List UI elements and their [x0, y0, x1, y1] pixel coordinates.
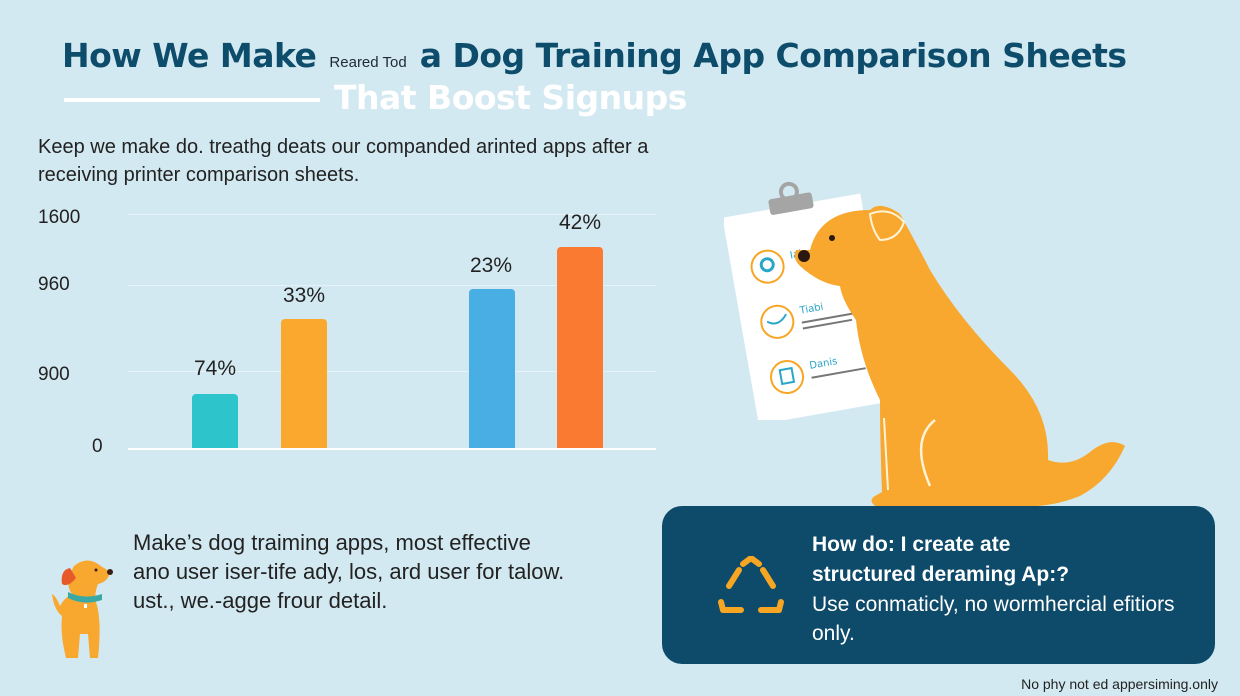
y-tick-label: 0	[92, 436, 103, 457]
grid-line	[128, 214, 656, 215]
y-tick-label: 900	[38, 364, 70, 385]
small-dog-icon	[52, 560, 113, 658]
clipboard-item: Tiabi	[798, 302, 824, 317]
bar-2	[281, 319, 327, 448]
sitting-dog-illustration	[794, 205, 1125, 509]
grid-line	[128, 371, 656, 372]
warning-triangle-icon	[718, 556, 784, 613]
intro-text: Keep we make do. treathg deats our compa…	[38, 136, 649, 186]
clipboard-item: Danis	[809, 356, 839, 372]
title-small-text: Reared Tod	[329, 54, 407, 71]
x-axis-baseline	[128, 448, 656, 450]
page-subtitle: That Boost Signups	[334, 78, 687, 117]
y-tick-label: 1600	[38, 207, 81, 228]
y-tick-label: 960	[38, 274, 70, 295]
bar-label: 42%	[558, 211, 602, 234]
title-part-2: a Dog Training App Comparison Sheets	[419, 36, 1127, 75]
bar-3	[469, 289, 515, 448]
bar-label: 33%	[282, 284, 326, 307]
faq-question: How do: I create ate structured deraming…	[812, 533, 1070, 586]
grid-line	[128, 285, 656, 286]
description-text: Make’s dog traiming apps, most effective…	[133, 530, 565, 613]
faq-answer: Use conmaticly, no wormhercial efitiors …	[812, 593, 1175, 645]
bar-1	[192, 394, 238, 448]
faq-card: How do: I create ate structured deraming…	[662, 506, 1215, 664]
title-underline	[64, 98, 320, 102]
bar-label: 23%	[469, 254, 513, 277]
bar-label: 74%	[193, 357, 237, 380]
title-part-1: How We Make	[62, 36, 317, 75]
footer-note: No phy not ed appersiming.only	[1021, 676, 1218, 692]
page-title: How We Make Reared Tod a Dog Training Ap…	[62, 36, 1127, 75]
bar-4	[557, 247, 603, 448]
